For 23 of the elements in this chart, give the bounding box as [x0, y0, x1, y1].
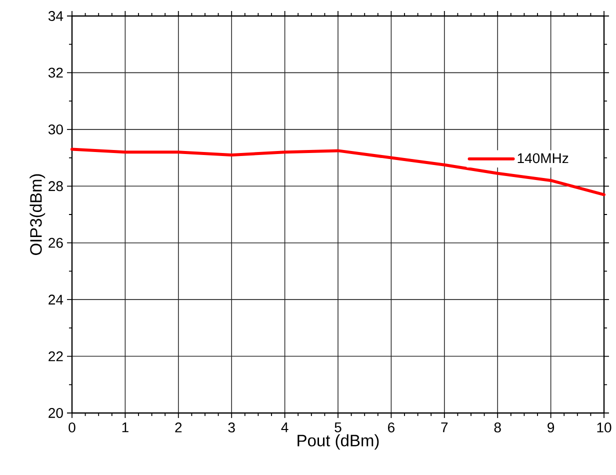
y-tick-label: 32: [48, 68, 63, 78]
y-tick-label: 24: [48, 294, 64, 304]
y-tick-label: 28: [48, 181, 63, 192]
x-tick-label: 0: [68, 422, 76, 432]
x-tick-label: 1: [122, 422, 128, 432]
x-tick-label: 3: [228, 422, 235, 432]
legend-label: 140MHz: [518, 153, 568, 164]
x-tick-label: 4: [281, 422, 288, 432]
y-tick-label: 20: [48, 408, 63, 418]
y-tick-label: 34: [48, 11, 64, 21]
x-tick-label: 9: [548, 422, 554, 432]
x-tick-label: 2: [175, 422, 182, 432]
y-tick-label: 22: [48, 351, 63, 362]
line-series: [70, 148, 606, 196]
x-axis-title: Pout (dBm): [298, 434, 379, 450]
x-tick-label: 8: [494, 422, 501, 432]
x-tick-label: 6: [388, 422, 394, 432]
y-tick-label: 26: [48, 238, 63, 248]
x-tick-label: 7: [441, 422, 448, 432]
x-tick-label: 10: [597, 422, 612, 432]
x-tick-label: 5: [334, 422, 342, 432]
y-tick-label: 30: [48, 124, 63, 134]
y-axis-title: OIP3(dBm): [30, 174, 46, 255]
